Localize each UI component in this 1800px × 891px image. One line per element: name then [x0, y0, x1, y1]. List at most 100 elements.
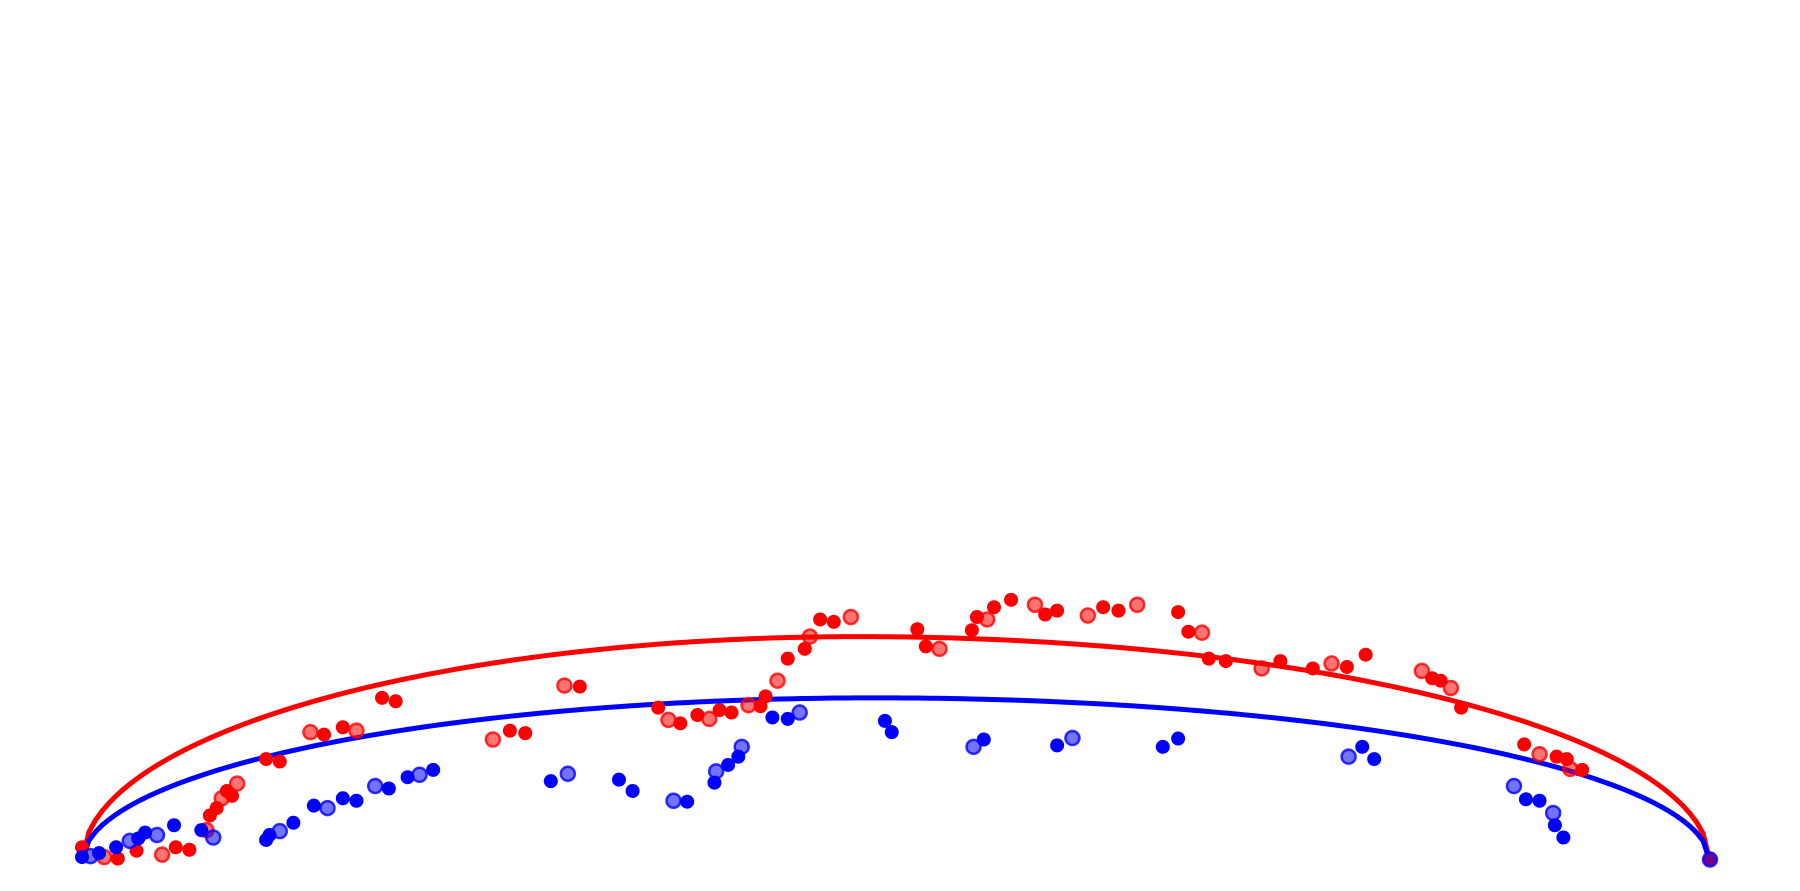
data-points — [75, 592, 1719, 868]
data-point-blue — [976, 732, 991, 747]
data-point-red — [813, 612, 828, 627]
data-point-red — [1305, 661, 1320, 676]
data-point-red — [484, 731, 502, 748]
data-point-blue — [625, 783, 640, 798]
data-point-red — [690, 708, 705, 722]
data-point-blue — [411, 766, 428, 784]
data-point-red — [910, 622, 925, 637]
data-point-red — [842, 608, 860, 626]
data-point-blue — [1701, 851, 1719, 868]
data-point-red — [1561, 760, 1579, 778]
data-point-red — [1079, 607, 1097, 624]
data-point-blue — [205, 829, 222, 846]
data-point-red — [1323, 655, 1340, 672]
data-point-red — [651, 700, 666, 715]
data-point-blue — [92, 846, 107, 861]
data-point-red — [1575, 762, 1590, 777]
fit-curve-red — [79, 634, 1713, 863]
data-point-red — [769, 672, 786, 689]
data-point-blue — [1532, 793, 1547, 808]
data-point-red — [153, 846, 171, 863]
data-point-blue — [877, 713, 892, 728]
data-point-red — [1171, 605, 1186, 620]
data-point-blue — [138, 825, 153, 840]
data-point-red — [987, 600, 1002, 615]
data-point-blue — [400, 770, 415, 785]
data-point-red — [1218, 654, 1233, 669]
fit-curves — [79, 634, 1713, 863]
data-point-blue — [426, 762, 441, 777]
data-point-blue — [306, 798, 321, 813]
data-point-blue — [1547, 818, 1562, 833]
data-point-blue — [167, 818, 182, 833]
data-point-red — [1038, 607, 1053, 622]
data-point-blue — [1355, 739, 1370, 754]
data-point-blue — [1505, 777, 1523, 795]
data-point-red — [758, 689, 773, 704]
data-point-blue — [559, 765, 577, 783]
data-point-blue — [1367, 752, 1382, 767]
data-point-blue — [194, 823, 209, 838]
data-point-red — [1531, 745, 1548, 763]
data-point-red — [724, 705, 739, 720]
data-point-red — [502, 723, 517, 738]
data-point-red — [259, 752, 274, 767]
data-point-red — [740, 696, 757, 714]
data-point-red — [1181, 624, 1196, 639]
data-point-red — [335, 720, 350, 735]
data-point-blue — [680, 794, 695, 809]
data-point-red — [110, 851, 125, 866]
data-point-red — [660, 711, 677, 729]
data-point-blue — [381, 781, 396, 796]
data-point-blue — [319, 799, 336, 817]
data-point-red — [168, 840, 183, 855]
data-point-blue — [780, 711, 795, 726]
data-point-red — [1253, 660, 1270, 677]
data-point-red — [1050, 603, 1065, 618]
data-point-blue — [733, 738, 750, 756]
data-point-blue — [884, 725, 899, 740]
data-point-red — [1273, 654, 1288, 669]
data-point-red — [1442, 679, 1460, 697]
data-point-red — [572, 679, 587, 694]
data-point-red — [801, 628, 819, 645]
data-point-blue — [791, 704, 808, 721]
data-point-red — [1454, 700, 1469, 715]
data-point-blue — [1064, 729, 1081, 747]
data-point-red — [673, 716, 688, 731]
data-point-blue — [1171, 731, 1186, 746]
data-point-blue — [611, 772, 626, 787]
data-point-red — [1128, 596, 1146, 613]
data-point-red — [556, 677, 573, 694]
data-point-red — [1201, 651, 1216, 666]
data-point-red — [272, 754, 287, 769]
data-point-red — [1026, 596, 1044, 613]
data-point-red — [712, 703, 727, 718]
fit-curve-blue — [79, 695, 1713, 863]
data-point-red — [1111, 603, 1126, 618]
data-point-red — [826, 614, 841, 629]
data-point-red — [182, 842, 197, 857]
data-point-blue — [543, 774, 558, 789]
data-point-red — [964, 623, 979, 638]
data-point-blue — [765, 710, 780, 725]
data-point-red — [302, 723, 319, 741]
data-point-blue — [286, 815, 301, 830]
data-point-blue — [1518, 792, 1533, 807]
data-point-red — [1004, 592, 1019, 607]
data-point-red — [780, 651, 795, 666]
data-point-red — [388, 694, 403, 709]
data-point-blue — [349, 793, 364, 808]
data-point-red — [225, 788, 240, 803]
data-point-blue — [335, 791, 350, 806]
data-point-blue — [707, 763, 725, 780]
data-point-blue — [1340, 748, 1357, 765]
data-point-red — [1339, 659, 1354, 674]
data-point-blue — [148, 826, 166, 844]
data-point-red — [797, 641, 812, 656]
data-point-red — [228, 775, 246, 792]
data-point-red — [348, 722, 365, 739]
data-point-red — [1413, 662, 1431, 680]
